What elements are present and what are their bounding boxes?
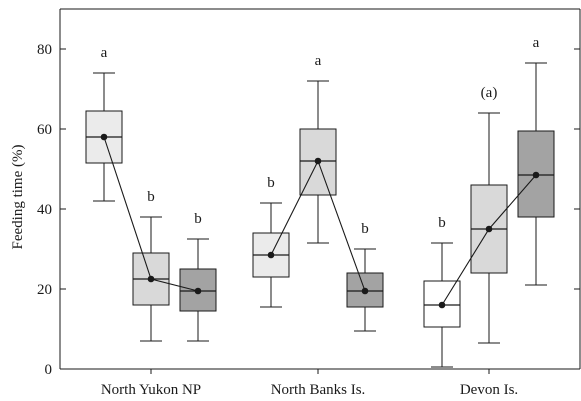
mean-point xyxy=(194,287,202,295)
mean-point xyxy=(532,171,540,179)
mean-point xyxy=(314,157,322,165)
box-iqr xyxy=(423,280,461,328)
box: b xyxy=(423,215,461,368)
box: a xyxy=(299,53,337,244)
box-series: a b b b a b b (a) a xyxy=(85,35,555,368)
significance-letter: a xyxy=(315,53,322,69)
mean-point xyxy=(485,225,493,233)
mean-point xyxy=(361,287,369,295)
y-tick-label: 80 xyxy=(37,42,52,58)
significance-letter: b xyxy=(147,189,155,205)
significance-letter: (a) xyxy=(481,85,498,101)
plot-frame xyxy=(59,8,581,370)
mean-point xyxy=(438,301,446,309)
y-tick-label: 60 xyxy=(37,122,52,138)
y-tick-label: 40 xyxy=(37,202,52,218)
box: b xyxy=(179,211,217,342)
significance-letter: b xyxy=(361,221,369,237)
y-tick-label: 20 xyxy=(37,282,52,298)
significance-letter: b xyxy=(194,211,202,227)
x-tick-label: North Yukon NP xyxy=(101,382,201,398)
significance-letter: b xyxy=(267,175,275,191)
mean-point xyxy=(147,275,155,283)
x-tick-label: Devon Is. xyxy=(460,382,518,398)
significance-letter: a xyxy=(533,35,540,51)
mean-point xyxy=(267,251,275,259)
mean-lines xyxy=(100,133,540,309)
y-axis: 0 20 40 60 80 xyxy=(37,42,580,378)
box: b xyxy=(346,221,384,332)
significance-letter: a xyxy=(101,45,108,61)
box: a xyxy=(85,45,123,202)
y-axis-label: Feeding time (%) xyxy=(10,145,26,250)
mean-point xyxy=(100,133,108,141)
x-axis: North Yukon NP North Banks Is. Devon Is. xyxy=(101,369,518,398)
box: b xyxy=(132,189,170,342)
y-tick-label: 0 xyxy=(45,362,53,378)
box: a xyxy=(517,35,555,286)
x-tick-label: North Banks Is. xyxy=(271,382,366,398)
box: b xyxy=(252,175,290,308)
significance-letter: b xyxy=(438,215,446,231)
